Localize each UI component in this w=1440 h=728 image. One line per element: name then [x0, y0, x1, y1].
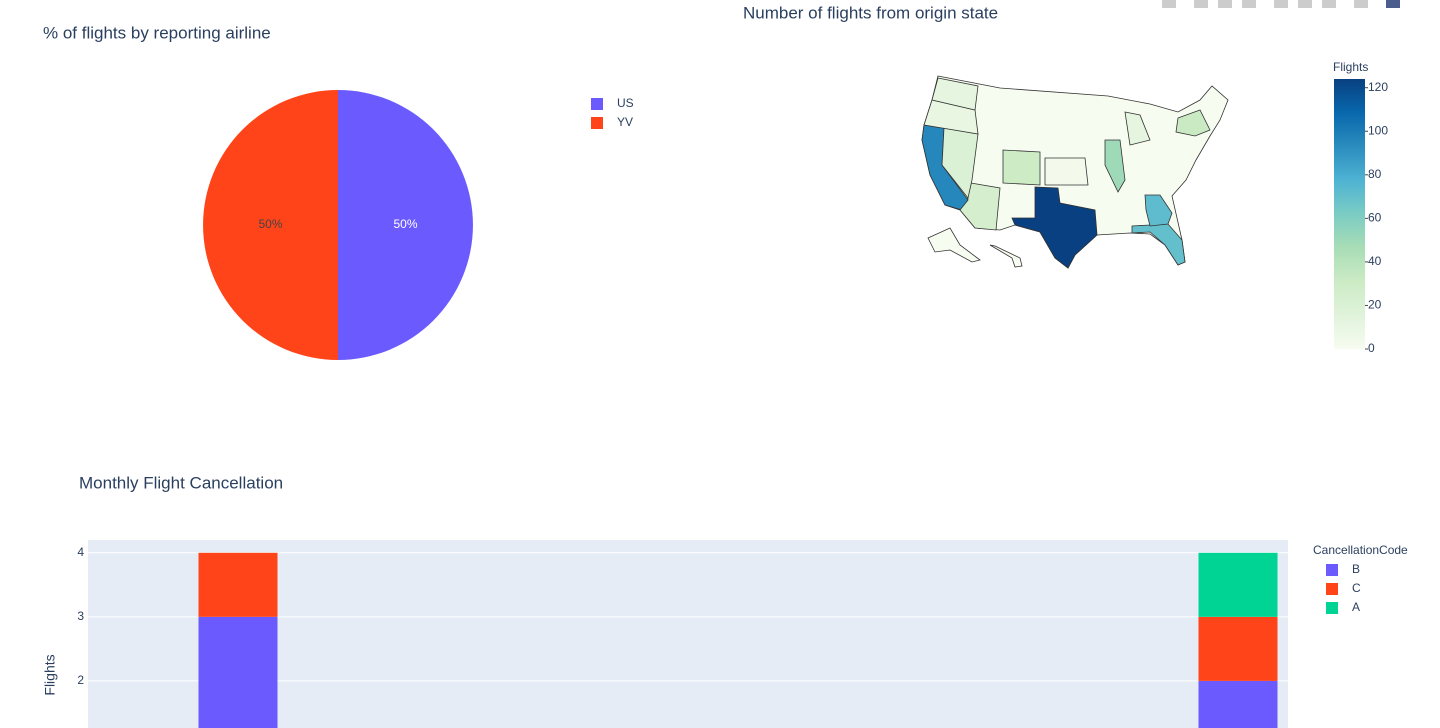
colorbar-tick-label: 100 [1368, 123, 1388, 137]
map-outline [927, 227, 981, 263]
state [1144, 194, 1173, 227]
modebar-button[interactable] [1386, 0, 1400, 8]
bar-segment [1198, 616, 1278, 681]
state [959, 181, 1001, 231]
bar-segment [1198, 680, 1278, 728]
slice-label: 50% [393, 217, 417, 231]
state [1175, 109, 1211, 137]
legend-swatch [591, 117, 603, 129]
state [1104, 139, 1126, 193]
state [931, 77, 979, 111]
state [1044, 157, 1089, 186]
legend-label: C [1352, 581, 1361, 595]
chart-title: % of flights by reporting airline [43, 23, 271, 42]
plot-area [88, 540, 1288, 728]
y-axis-title: Flights [42, 654, 58, 695]
colorbar-tick-label: 120 [1368, 80, 1388, 94]
colorbar-tick-label: 40 [1368, 254, 1382, 268]
modebar[interactable] [1162, 0, 1400, 8]
modebar-button[interactable] [1298, 0, 1312, 8]
map-outline [989, 244, 1023, 268]
colorbar-tick-label: 60 [1368, 211, 1382, 225]
modebar-button[interactable] [1322, 0, 1336, 8]
y-tick-label: 2 [77, 673, 84, 687]
slice-label: 50% [258, 217, 282, 231]
colorbar [1334, 79, 1365, 349]
legend-label: YV [617, 115, 633, 129]
y-tick-label: 3 [77, 609, 84, 623]
chart-title: Monthly Flight Cancellation [79, 473, 283, 492]
state [1131, 223, 1186, 266]
y-tick-label: 4 [77, 545, 84, 559]
bar-segment [198, 616, 278, 728]
pie-slice [338, 90, 473, 360]
colorbar-title: Flights [1333, 60, 1368, 74]
legend-label: A [1352, 600, 1360, 614]
pie-slice [203, 90, 338, 360]
legend-label: B [1352, 562, 1360, 576]
modebar-button[interactable] [1218, 0, 1232, 8]
modebar-button[interactable] [1354, 0, 1368, 8]
colorbar-tick-label: 80 [1368, 167, 1382, 181]
chart-title: Number of flights from origin state [743, 3, 998, 22]
legend-swatch [1326, 564, 1338, 576]
legend-title: CancellationCode [1313, 543, 1408, 557]
state [1002, 149, 1041, 186]
legend-swatch [1326, 602, 1338, 614]
legend-swatch [591, 98, 603, 110]
modebar-button[interactable] [1242, 0, 1256, 8]
state [1011, 186, 1098, 269]
bar-segment [1198, 552, 1278, 617]
modebar-button[interactable] [1194, 0, 1208, 8]
modebar-button[interactable] [1274, 0, 1288, 8]
bar-segment [198, 552, 278, 617]
modebar-button[interactable] [1162, 0, 1176, 8]
colorbar-tick-label: 0 [1368, 341, 1375, 355]
colorbar-tick-label: 20 [1368, 298, 1382, 312]
legend-swatch [1326, 583, 1338, 595]
legend-label: US [617, 96, 634, 110]
state [1124, 111, 1151, 146]
